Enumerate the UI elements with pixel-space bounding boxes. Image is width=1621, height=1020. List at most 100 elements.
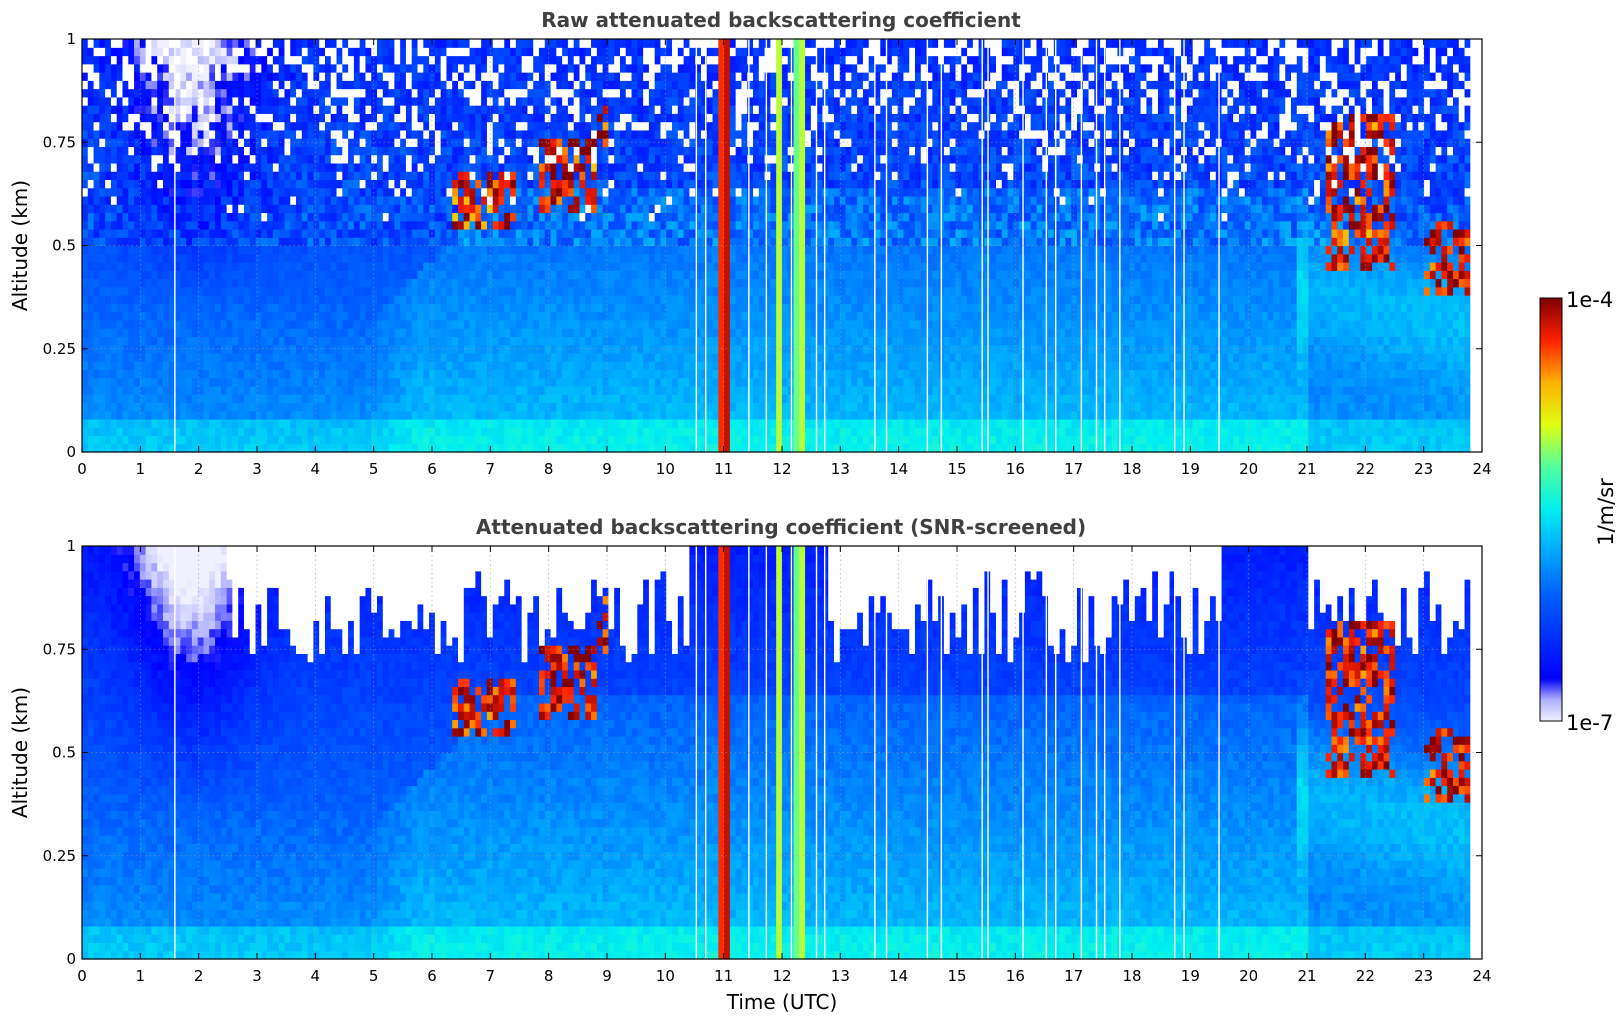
heatmap-cell <box>556 270 563 280</box>
heatmap-cell <box>134 47 141 57</box>
heatmap-cell <box>186 146 193 156</box>
heatmap-cell <box>197 212 205 222</box>
heatmap-cell <box>458 295 465 304</box>
heatmap-cell <box>272 113 280 123</box>
heatmap-cell <box>371 121 378 131</box>
heatmap-cell <box>151 187 158 197</box>
heatmap-cell <box>452 228 459 238</box>
heatmap-cell <box>359 394 367 404</box>
heatmap-cell <box>417 361 424 370</box>
heatmap-cell <box>510 129 517 139</box>
heatmap-cell <box>128 303 135 313</box>
heatmap-cell <box>614 311 621 321</box>
heatmap-cell <box>261 80 268 90</box>
heatmap-cell <box>469 39 476 48</box>
heatmap-cell <box>498 377 505 387</box>
heatmap-cell <box>342 369 349 379</box>
heatmap-cell <box>186 96 193 106</box>
heatmap-cell <box>365 220 372 230</box>
heatmap-cell <box>290 171 297 181</box>
heatmap-cell <box>458 328 465 337</box>
heatmap-cell <box>423 162 430 172</box>
heatmap-cell <box>521 237 529 247</box>
heatmap-cell <box>440 328 448 337</box>
heatmap-cell <box>619 385 627 395</box>
heatmap-cell <box>261 228 268 238</box>
heatmap-cell <box>272 146 280 156</box>
heatmap-cell <box>458 212 465 222</box>
heatmap-cell <box>579 204 586 214</box>
heatmap-cell <box>365 352 372 362</box>
heatmap-cell <box>87 39 95 48</box>
heatmap-cell <box>284 179 291 189</box>
heatmap-cell <box>469 352 476 362</box>
heatmap-cell <box>637 369 644 379</box>
heatmap-cell <box>463 47 471 57</box>
heatmap-cell <box>654 385 662 395</box>
heatmap-cell <box>602 195 610 205</box>
heatmap-cell <box>527 311 534 321</box>
heatmap-cell <box>324 129 332 139</box>
heatmap-cell <box>446 311 453 321</box>
heatmap-cell <box>116 295 124 304</box>
heatmap-cell <box>197 427 205 437</box>
heatmap-cell <box>429 311 436 321</box>
heatmap-cell <box>452 319 459 329</box>
heatmap-cell <box>446 55 453 65</box>
heatmap-cell <box>99 228 106 238</box>
heatmap-cell <box>220 253 228 263</box>
heatmap-cell <box>625 162 633 172</box>
heatmap-cell <box>284 146 291 156</box>
heatmap-cell <box>82 435 89 445</box>
heatmap-cell <box>336 154 343 164</box>
heatmap-cell <box>238 187 245 197</box>
heatmap-cell <box>475 385 482 395</box>
heatmap-cell <box>625 394 633 404</box>
heatmap-cell <box>527 237 534 247</box>
heatmap-cell <box>151 410 158 420</box>
heatmap-cell <box>521 385 529 395</box>
heatmap-cell <box>365 369 372 379</box>
heatmap-cell <box>440 427 448 437</box>
heatmap-cell <box>359 427 367 437</box>
heatmap-cell <box>515 162 523 172</box>
heatmap-cell <box>139 39 147 48</box>
heatmap-cell <box>220 245 228 255</box>
heatmap-cell <box>359 220 367 230</box>
heatmap-cell <box>585 121 592 131</box>
heatmap-cell <box>637 88 644 98</box>
heatmap-cell <box>145 63 153 73</box>
heatmap-cell <box>550 410 557 420</box>
heatmap-cell <box>82 369 89 379</box>
heatmap-cell <box>105 352 112 362</box>
heatmap-cell <box>533 394 540 404</box>
heatmap-cell <box>122 237 129 247</box>
heatmap-cell <box>359 253 367 263</box>
heatmap-cell <box>197 237 205 247</box>
heatmap-cell <box>429 319 436 329</box>
heatmap-cell <box>510 72 517 81</box>
heatmap-cell <box>151 262 158 271</box>
heatmap-cell <box>342 187 349 197</box>
heatmap-cell <box>411 171 419 181</box>
heatmap-cell <box>157 303 164 313</box>
heatmap-cell <box>585 278 592 288</box>
heatmap-cell <box>122 369 129 379</box>
heatmap-cell <box>284 344 291 354</box>
heatmap-cell <box>319 55 326 65</box>
heatmap-cell <box>145 212 153 222</box>
heatmap-cell <box>405 154 413 164</box>
heatmap-cell <box>267 237 274 247</box>
heatmap-cell <box>400 336 407 346</box>
heatmap-cell <box>110 311 118 321</box>
heatmap-cell <box>533 328 540 337</box>
heatmap-cell <box>602 138 610 147</box>
heatmap-cell <box>319 187 326 197</box>
heatmap-cell <box>521 270 529 280</box>
heatmap-cell <box>382 138 390 147</box>
heatmap-cell <box>128 319 135 329</box>
heatmap-cell <box>232 262 239 271</box>
heatmap-cell <box>591 377 598 387</box>
heatmap-cell <box>550 171 557 181</box>
heatmap-cell <box>93 377 100 387</box>
